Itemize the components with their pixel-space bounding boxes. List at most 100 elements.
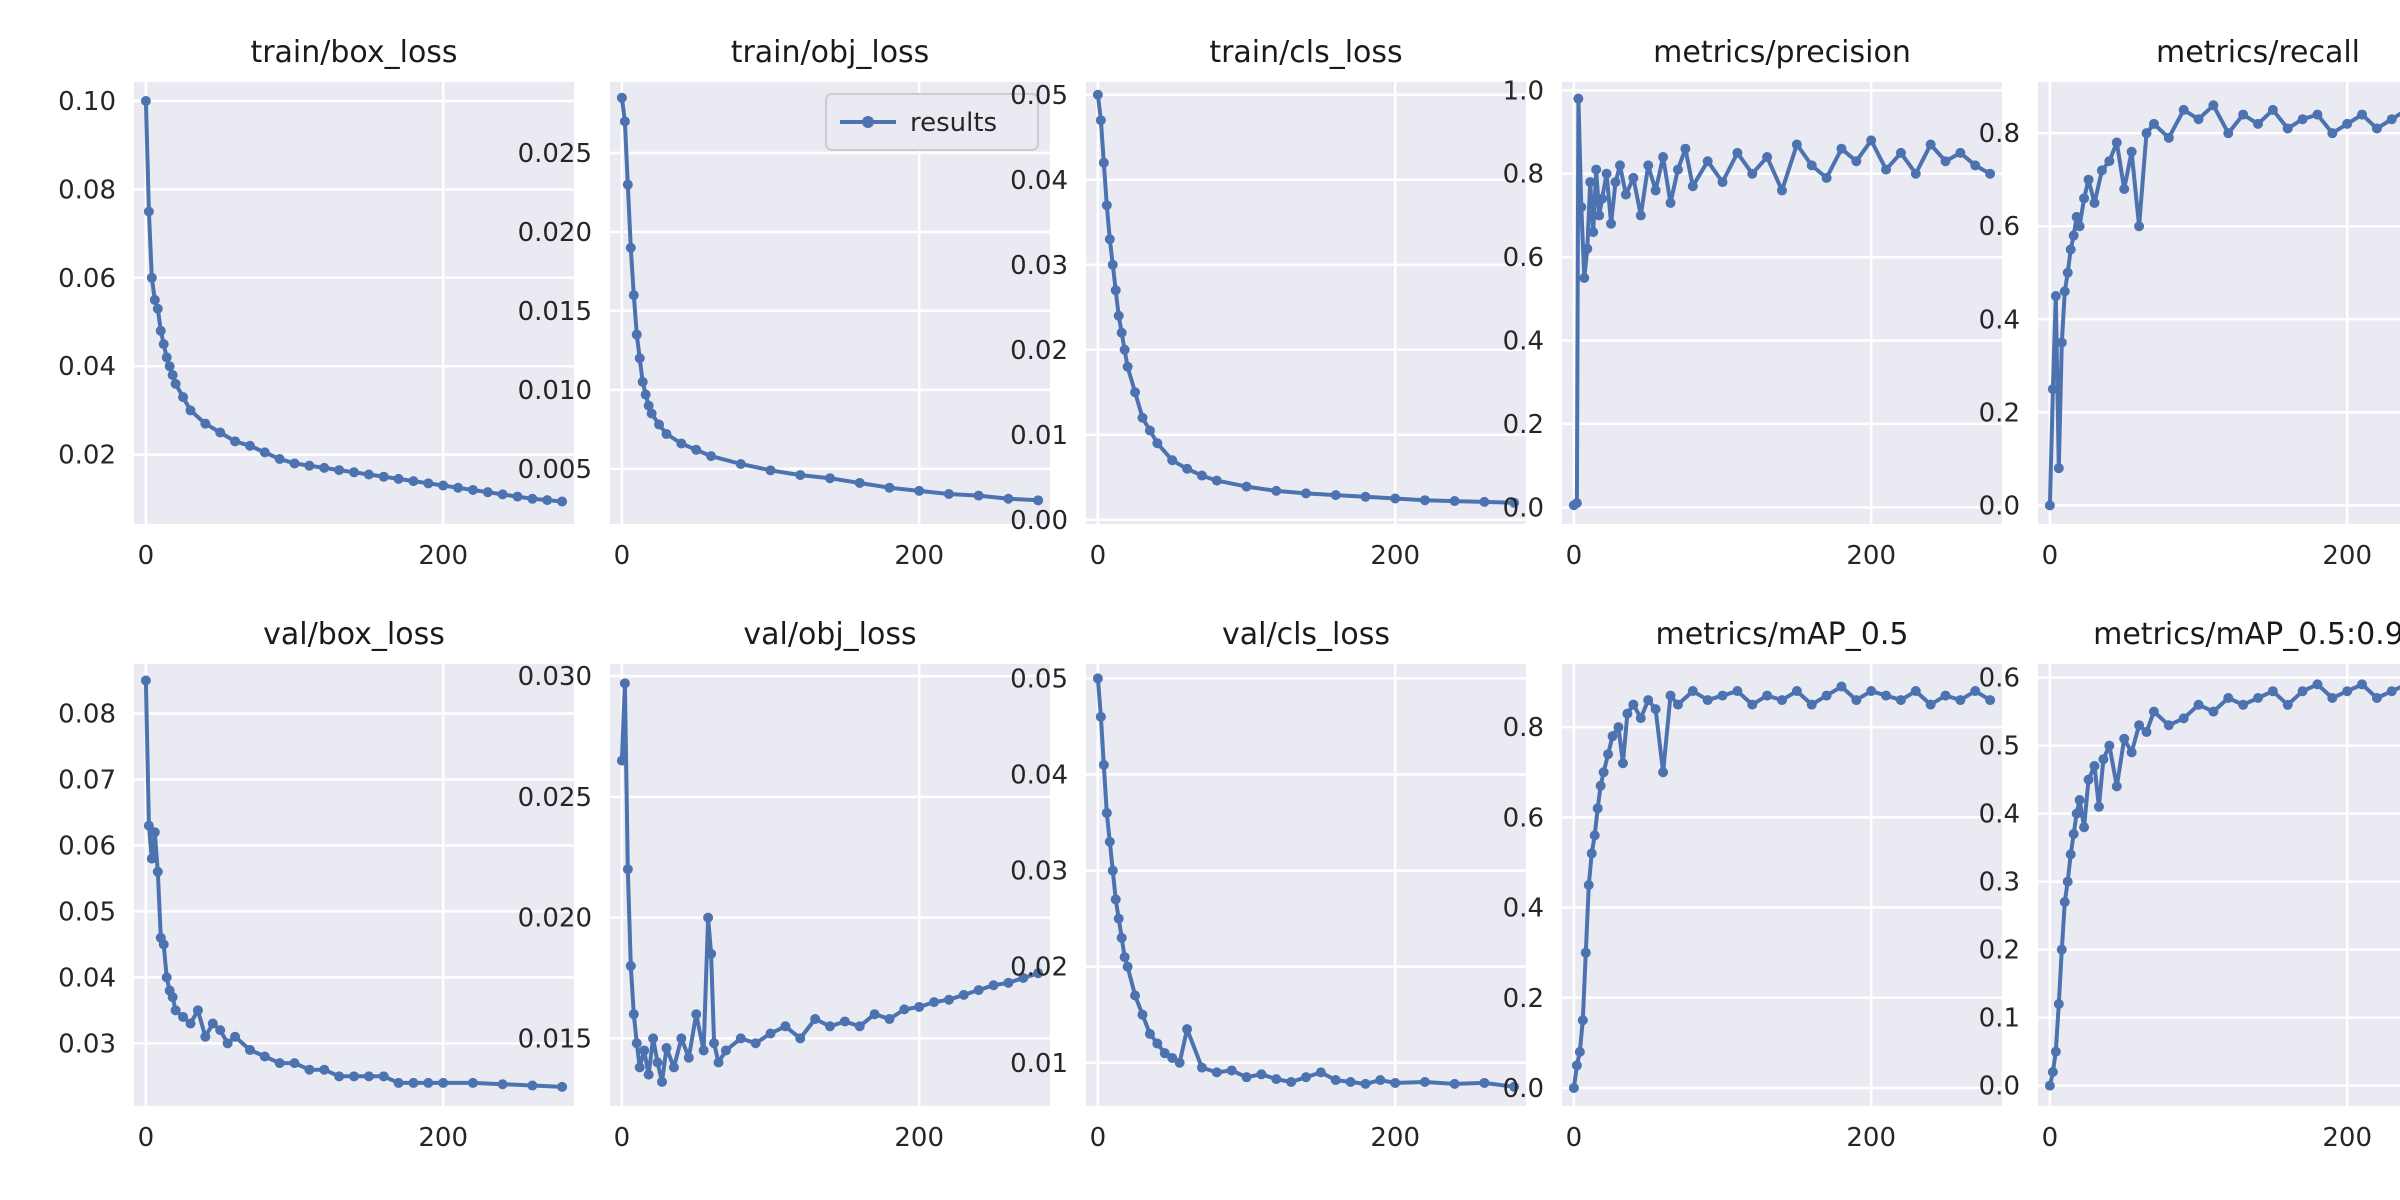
data-point xyxy=(1271,1074,1282,1085)
data-point xyxy=(2059,286,2070,297)
data-point xyxy=(1881,164,1892,175)
x-tick-label: 200 xyxy=(1846,1123,1896,1153)
data-point xyxy=(2371,123,2382,134)
data-point xyxy=(657,1076,668,1087)
data-point xyxy=(735,1033,746,1044)
data-point xyxy=(1196,470,1207,481)
data-point xyxy=(1137,412,1148,423)
data-point xyxy=(2297,114,2308,125)
y-tick-label: 0.4 xyxy=(1503,327,1544,357)
data-point xyxy=(393,1077,404,1088)
y-tick-label: 0.4 xyxy=(1503,894,1544,924)
data-point xyxy=(467,484,478,495)
data-point xyxy=(1196,1062,1207,1073)
data-point xyxy=(1568,1082,1579,1093)
data-point xyxy=(698,1045,709,1056)
data-point xyxy=(628,290,639,301)
data-point xyxy=(1104,836,1115,847)
data-point xyxy=(943,489,954,500)
data-point xyxy=(2056,337,2067,348)
data-point xyxy=(780,1021,791,1032)
data-point xyxy=(661,429,672,440)
data-point xyxy=(2071,211,2082,222)
data-point xyxy=(423,1077,434,1088)
data-point xyxy=(1687,181,1698,192)
data-point xyxy=(2141,128,2152,139)
y-tick-label: 0.010 xyxy=(518,376,592,406)
x-tick-label: 0 xyxy=(2042,541,2059,571)
data-point xyxy=(2178,104,2189,115)
data-point xyxy=(1152,1038,1163,1049)
data-point xyxy=(634,353,645,364)
data-point xyxy=(1571,1060,1582,1071)
x-tick-label: 0 xyxy=(1090,541,1107,571)
data-point xyxy=(2267,686,2278,697)
data-point xyxy=(1620,189,1631,200)
data-point xyxy=(1851,695,1862,706)
data-point xyxy=(914,1001,925,1012)
data-point xyxy=(654,419,665,430)
data-point xyxy=(1613,722,1624,733)
data-point xyxy=(155,325,166,336)
data-point xyxy=(884,482,895,493)
data-point xyxy=(1211,1067,1222,1078)
data-point xyxy=(1360,1078,1371,1089)
data-point xyxy=(795,470,806,481)
data-point xyxy=(2079,822,2090,833)
data-point xyxy=(1635,713,1646,724)
data-point xyxy=(1617,758,1628,769)
data-point xyxy=(1271,485,1282,496)
data-point xyxy=(1003,493,1014,504)
y-tick-label: 0.015 xyxy=(518,1024,592,1054)
x-tick-label: 200 xyxy=(1370,541,1420,571)
data-point xyxy=(1603,749,1614,760)
data-point xyxy=(1092,673,1103,684)
data-point xyxy=(1375,1075,1386,1086)
data-point xyxy=(1650,704,1661,715)
data-point xyxy=(1509,497,1520,508)
y-tick-label: 0.8 xyxy=(1503,160,1544,190)
data-point xyxy=(2282,699,2293,710)
data-point xyxy=(1110,894,1121,905)
y-tick-label: 0.6 xyxy=(1979,664,2020,694)
data-point xyxy=(378,1071,389,1082)
data-point xyxy=(2065,849,2076,860)
data-point xyxy=(2083,174,2094,185)
data-point xyxy=(1144,425,1155,436)
data-point xyxy=(2044,1080,2055,1091)
data-point xyxy=(631,1038,642,1049)
y-tick-label: 0.020 xyxy=(518,904,592,934)
data-point xyxy=(1152,438,1163,449)
data-point xyxy=(1330,1075,1341,1086)
data-point xyxy=(1658,767,1669,778)
data-point xyxy=(334,465,345,476)
data-point xyxy=(1107,259,1118,270)
data-point xyxy=(244,1044,255,1055)
data-point xyxy=(363,1071,374,1082)
data-point xyxy=(720,1045,731,1056)
data-point xyxy=(2044,500,2055,511)
data-point xyxy=(706,451,717,462)
data-point xyxy=(1033,495,1044,506)
y-tick-label: 0.05 xyxy=(1010,664,1068,694)
data-point xyxy=(1665,690,1676,701)
data-point xyxy=(619,116,630,127)
legend-marker xyxy=(862,116,874,128)
x-tick-label: 200 xyxy=(2322,541,2372,571)
y-tick-label: 0.005 xyxy=(518,455,592,485)
data-point xyxy=(2083,774,2094,785)
data-point xyxy=(1301,1072,1311,1083)
data-point xyxy=(1092,89,1103,100)
data-point xyxy=(2342,686,2353,697)
data-point xyxy=(207,1018,218,1029)
data-point xyxy=(222,1038,233,1049)
data-point xyxy=(2208,100,2219,111)
data-point xyxy=(1167,1052,1178,1063)
data-point xyxy=(646,408,657,419)
data-point xyxy=(185,1018,196,1029)
data-point xyxy=(1419,1076,1430,1087)
plot-area xyxy=(1086,664,1526,1106)
data-point xyxy=(1940,690,1951,701)
data-point xyxy=(140,675,151,686)
data-point xyxy=(453,482,464,493)
